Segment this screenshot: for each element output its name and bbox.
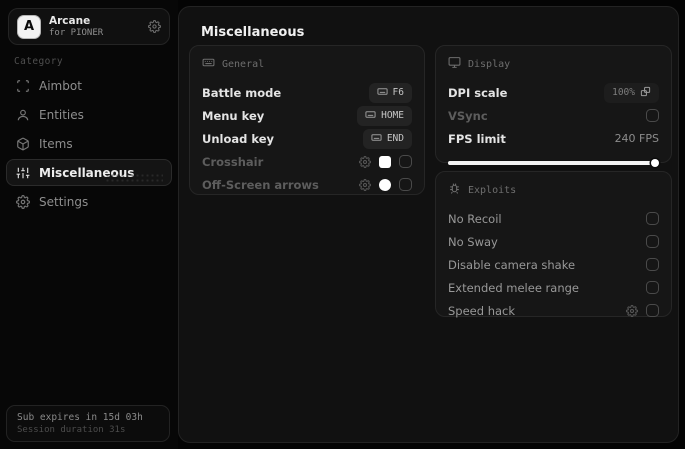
app-titles: Arcane for PIONER (49, 15, 140, 38)
unload-key-row: Unload key END (202, 127, 412, 150)
page-title: Miscellaneous (201, 25, 305, 40)
offscreen-arrows-checkbox[interactable] (399, 178, 412, 191)
crosshair-color-swatch[interactable] (379, 155, 391, 168)
dpi-scale-row: DPI scale 100% (448, 81, 659, 104)
bug-icon (448, 182, 461, 198)
no-sway-label: No Sway (448, 234, 498, 249)
sidebar-item-label: Settings (39, 194, 89, 209)
items-icon (16, 137, 30, 151)
sidebar-nav: Aimbot Entities Items Miscellaneous (6, 72, 172, 215)
disable-camera-shake-checkbox[interactable] (646, 258, 659, 271)
unload-key-label: Unload key (202, 131, 274, 146)
sidebar-item-label: Aimbot (39, 78, 82, 93)
fps-limit-label: FPS limit (448, 131, 506, 146)
general-panel: General Battle mode F6 Menu key HOME (189, 45, 425, 195)
speed-hack-label: Speed hack (448, 303, 516, 318)
no-recoil-label: No Recoil (448, 211, 502, 226)
sidebar-item-miscellaneous[interactable]: Miscellaneous (6, 159, 172, 186)
sidebar: A Arcane for PIONER Category Aimbot (0, 0, 178, 449)
scan-icon (16, 79, 30, 93)
sidebar-item-entities[interactable]: Entities (6, 101, 172, 128)
general-panel-title: General (222, 58, 265, 70)
battle-mode-label: Battle mode (202, 85, 282, 100)
display-panel-title: Display (468, 58, 511, 70)
app-header: A Arcane for PIONER (8, 8, 170, 45)
monitor-icon (448, 56, 461, 72)
offscreen-arrows-label: Off-Screen arrows (202, 177, 319, 192)
battle-mode-row: Battle mode F6 (202, 81, 412, 104)
vsync-row: VSync (448, 104, 659, 127)
gear-icon[interactable] (359, 178, 371, 191)
disable-camera-shake-row: Disable camera shake (448, 253, 659, 276)
sidebar-item-settings[interactable]: Settings (6, 188, 172, 215)
sidebar-item-label: Entities (39, 107, 84, 122)
category-label: Category (14, 56, 63, 67)
fps-limit-row: FPS limit 240 FPS (448, 127, 659, 150)
crosshair-controls (359, 155, 412, 168)
entities-icon (16, 108, 30, 122)
no-sway-checkbox[interactable] (646, 235, 659, 248)
dots-decoration (105, 173, 163, 182)
display-panel-header: Display (448, 56, 659, 72)
dpi-scale-select[interactable]: 100% (604, 82, 659, 103)
offscreen-arrows-row: Off-Screen arrows (202, 173, 412, 196)
slider-handle[interactable] (651, 159, 659, 167)
app-logo: A (17, 14, 41, 39)
gear-icon[interactable] (148, 20, 161, 33)
unload-key-keybind[interactable]: END (362, 128, 412, 149)
dpi-scale-label: DPI scale (448, 85, 508, 100)
exploits-panel-header: Exploits (448, 182, 659, 198)
crosshair-checkbox[interactable] (399, 155, 412, 168)
gear-icon[interactable] (626, 304, 638, 317)
main-card: Miscellaneous General Battle mode F6 (178, 6, 679, 443)
no-sway-row: No Sway (448, 230, 659, 253)
app-name: Arcane (49, 14, 91, 27)
no-recoil-checkbox[interactable] (646, 212, 659, 225)
general-panel-header: General (202, 56, 412, 72)
keyboard-icon (376, 86, 388, 100)
keyboard-icon (371, 132, 382, 146)
speed-hack-controls (626, 304, 659, 317)
sidebar-item-label: Items (39, 136, 73, 151)
exploits-panel-title: Exploits (468, 184, 517, 196)
session-duration-text: Session duration 31s (17, 425, 126, 435)
sidebar-item-aimbot[interactable]: Aimbot (6, 72, 172, 99)
speed-hack-checkbox[interactable] (646, 304, 659, 317)
menu-key-keybind[interactable]: HOME (357, 105, 412, 126)
gear-icon[interactable] (359, 155, 371, 168)
offscreen-arrows-controls (359, 178, 412, 191)
fps-limit-value: 240 FPS (614, 132, 659, 145)
keyboard-icon (202, 56, 215, 72)
battle-mode-keybind[interactable]: F6 (368, 82, 412, 103)
no-recoil-row: No Recoil (448, 207, 659, 230)
crosshair-label: Crosshair (202, 154, 264, 169)
sliders-icon (16, 166, 30, 180)
scale-icon (640, 86, 651, 100)
exploits-rows: No Recoil No Sway Disable camera shake E… (448, 207, 659, 322)
offscreen-arrows-color-swatch[interactable] (379, 178, 391, 191)
sidebar-item-items[interactable]: Items (6, 130, 172, 157)
gear-icon (16, 194, 30, 209)
menu-key-row: Menu key HOME (202, 104, 412, 127)
app-subtitle: for PIONER (49, 27, 104, 38)
speed-hack-row: Speed hack (448, 299, 659, 322)
sub-expiry-text: Sub expires in 15d 03h (17, 412, 143, 423)
slider-fill (448, 161, 659, 165)
menu-key-label: Menu key (202, 108, 265, 123)
exploits-panel: Exploits No Recoil No Sway Disable camer… (435, 171, 672, 318)
keyboard-icon (365, 109, 376, 123)
display-panel: Display DPI scale 100% VSync FPS limit 2… (435, 45, 672, 167)
vsync-label: VSync (448, 108, 488, 123)
disable-camera-shake-label: Disable camera shake (448, 257, 576, 272)
extended-melee-range-checkbox[interactable] (646, 281, 659, 294)
extended-melee-range-row: Extended melee range (448, 276, 659, 299)
general-rows: Battle mode F6 Menu key HOME Unload key (202, 81, 412, 196)
subscription-info: Sub expires in 15d 03h Session duration … (6, 405, 170, 442)
vsync-checkbox[interactable] (646, 109, 659, 122)
display-rows: DPI scale 100% VSync FPS limit 240 FPS (448, 81, 659, 150)
crosshair-row: Crosshair (202, 150, 412, 173)
extended-melee-range-label: Extended melee range (448, 280, 579, 295)
